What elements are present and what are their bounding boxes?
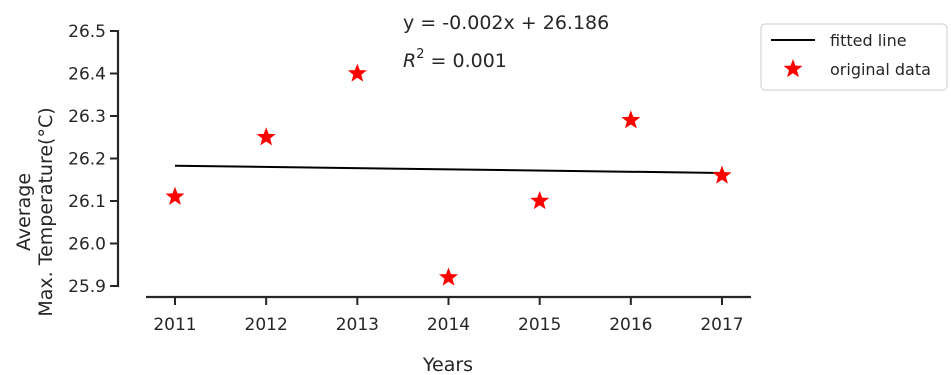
y-tick-label: 26.0: [68, 235, 106, 255]
data-point-star: [712, 166, 731, 184]
data-point-star: [348, 64, 367, 82]
r-squared-exponent: 2: [416, 47, 424, 62]
data-point-star: [530, 191, 549, 209]
x-ticks: 2011 2012 2013 2014 2015 2016 2017: [153, 297, 743, 335]
plot-area: [165, 64, 731, 286]
y-axis-title-line-2: Max. Temperature(°C): [35, 107, 57, 316]
y-axis-title-line-1: Average: [13, 173, 35, 251]
y-tick-label: 26.3: [68, 107, 106, 127]
y-ticks: 25.9 26.0 26.1 26.2 26.3 26.4 26.5: [68, 22, 118, 297]
data-point-star: [439, 268, 458, 286]
y-tick-label: 26.5: [68, 22, 106, 42]
fitted-line: [175, 166, 722, 173]
legend-original-data-label: original data: [830, 60, 931, 79]
x-axis-title: Years: [422, 354, 473, 375]
data-point-star: [621, 110, 640, 128]
data-point-star: [257, 127, 276, 145]
x-tick-label: 2014: [427, 315, 470, 335]
legend-fitted-line-label: fitted line: [830, 31, 907, 50]
x-tick-label: 2011: [153, 315, 196, 335]
legend: fitted line original data: [761, 24, 947, 90]
y-tick-label: 25.9: [68, 277, 106, 297]
data-point-star: [165, 187, 184, 205]
x-tick-label: 2016: [609, 315, 652, 335]
r-squared-symbol: R: [403, 50, 416, 72]
r-squared-annotation: R2 = 0.001: [403, 47, 507, 72]
x-tick-label: 2012: [245, 315, 288, 335]
r-squared-value: = 0.001: [424, 50, 506, 72]
y-tick-label: 26.4: [68, 65, 106, 85]
x-tick-label: 2017: [700, 315, 743, 335]
equation-annotation: y = -0.002x + 26.186: [403, 12, 609, 34]
x-tick-label: 2013: [336, 315, 379, 335]
y-tick-label: 26.1: [68, 192, 106, 212]
x-tick-label: 2015: [518, 315, 561, 335]
y-tick-label: 26.2: [68, 150, 106, 170]
